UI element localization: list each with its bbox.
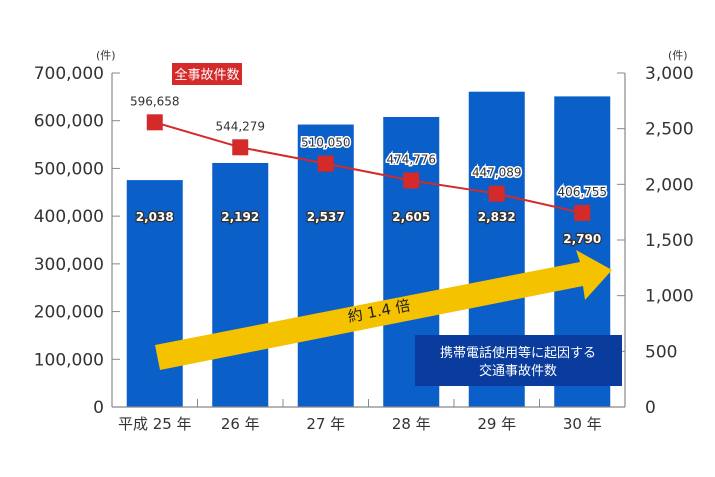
right-tick-label: 1,000: [645, 287, 694, 307]
x-tick-label: 28 年: [392, 415, 431, 433]
right-tick-label: 0: [645, 398, 656, 418]
right-tick-label: 500: [645, 342, 677, 362]
right-tick-label: 2,000: [645, 175, 694, 195]
bar-data-label: 2,038: [136, 210, 174, 224]
bar-data-label: 2,192: [221, 210, 259, 224]
svg-text:全事故件数: 全事故件数: [174, 67, 239, 83]
right-tick-label: 3,000: [645, 64, 694, 84]
total-accidents-line: [154, 121, 583, 214]
line-data-label: 510,050: [301, 136, 351, 150]
line-point-2: [317, 155, 334, 172]
left-tick-label: 300,000: [34, 255, 104, 275]
left-tick-label: 600,000: [34, 112, 104, 132]
bar-data-label: 2,537: [307, 210, 345, 224]
line-point-0: [146, 114, 163, 131]
left-tick-label: 100,000: [34, 350, 104, 370]
svg-text:携帯電話使用等に起因する: 携帯電話使用等に起因する: [440, 345, 596, 361]
bar-data-label: 2,790: [563, 232, 601, 246]
line-legend: 全事故件数: [172, 63, 242, 85]
line-data-label: 447,089: [472, 166, 522, 180]
x-tick-label: 平成 25 年: [118, 415, 192, 433]
line-point-4: [488, 185, 505, 202]
x-tick-label: 30 年: [563, 415, 602, 433]
line-point-3: [403, 172, 420, 189]
right-tick-label: 1,500: [645, 231, 694, 251]
line-point-5: [574, 204, 591, 221]
x-tick-label: 29 年: [477, 415, 516, 433]
x-tick-label: 27 年: [306, 415, 345, 433]
svg-text:交通事故件数: 交通事故件数: [479, 363, 557, 379]
right-axis-unit: (件): [668, 49, 688, 62]
left-tick-label: 400,000: [34, 207, 104, 227]
bar-data-label: 2,605: [392, 210, 430, 224]
left-tick-label: 500,000: [34, 159, 104, 179]
line-point-1: [232, 139, 249, 156]
left-tick-label: 200,000: [34, 303, 104, 323]
line-data-label: 544,279: [215, 119, 265, 133]
line-data-label: 406,755: [557, 185, 607, 199]
bar-0: [126, 180, 183, 407]
left-axis-unit: (件): [96, 49, 116, 62]
x-tick-label: 26 年: [221, 415, 260, 433]
line-data-label: 596,658: [130, 94, 180, 108]
right-tick-label: 2,500: [645, 120, 694, 140]
bar-data-label: 2,832: [478, 210, 516, 224]
left-tick-label: 700,000: [34, 64, 104, 84]
bar-legend: 携帯電話使用等に起因する 交通事故件数: [415, 335, 622, 386]
left-tick-label: 0: [93, 398, 104, 418]
bar-1: [212, 162, 269, 407]
line-data-label: 474,776: [386, 152, 436, 166]
